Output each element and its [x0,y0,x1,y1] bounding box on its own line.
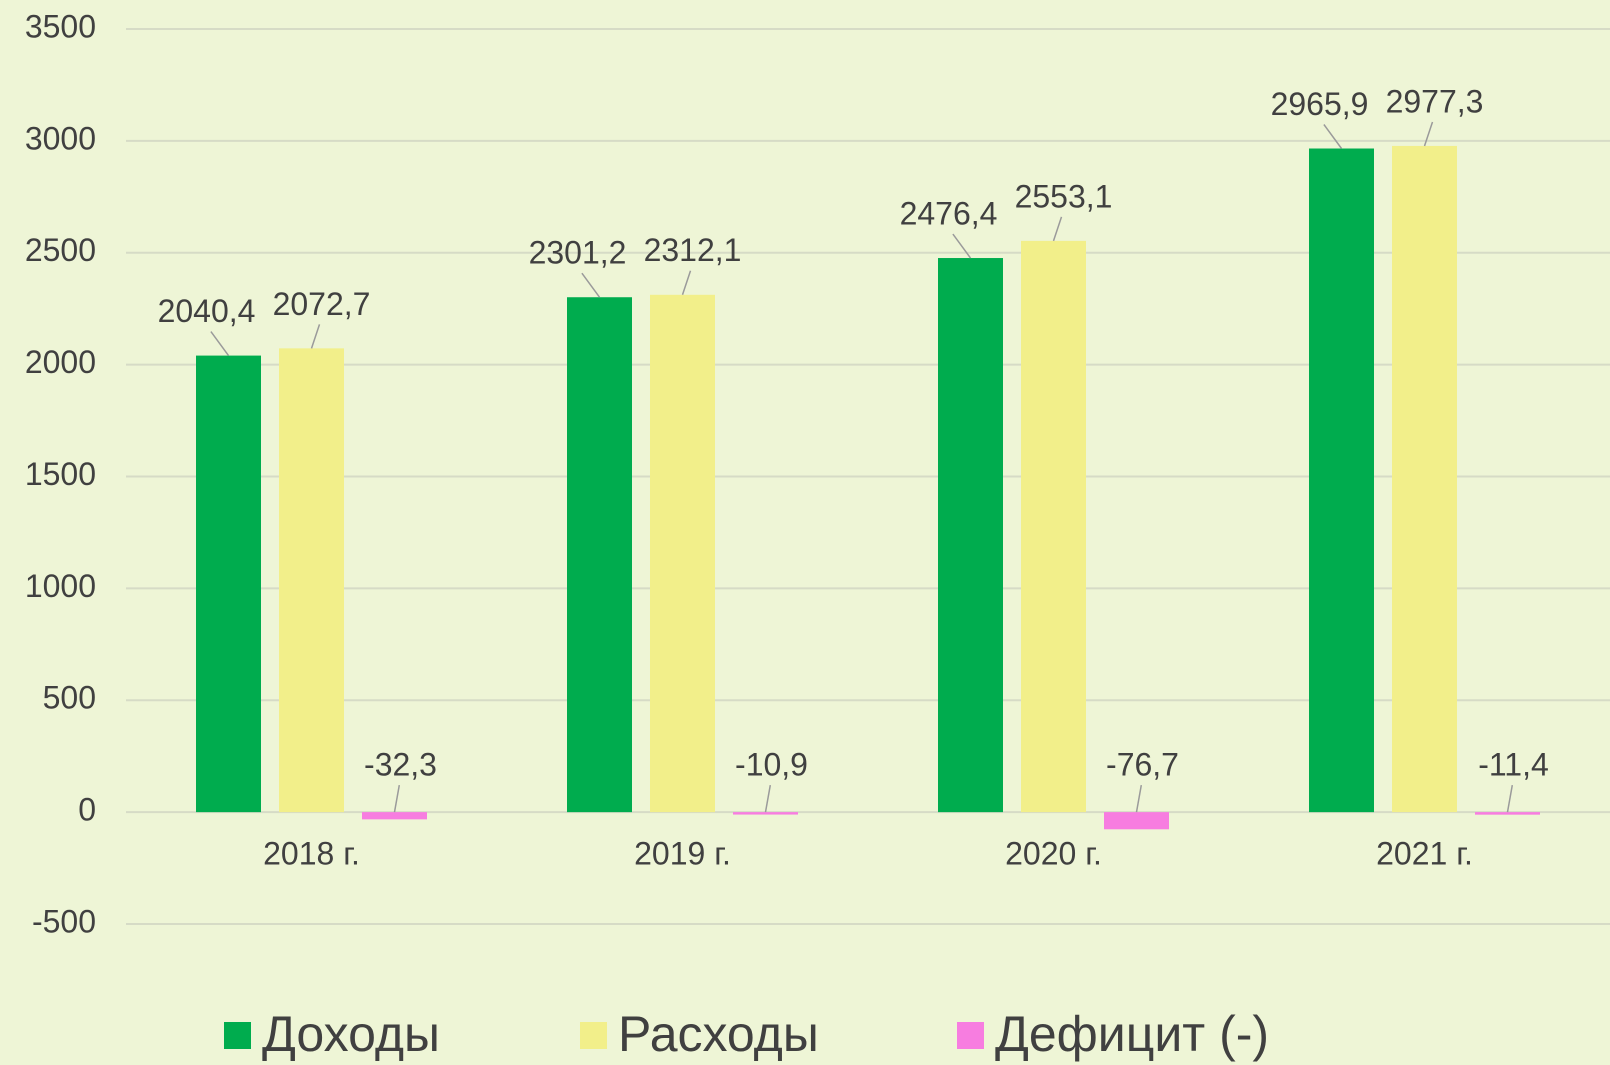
bar [938,258,1003,813]
leader-line [1135,784,1143,813]
value-label: 2072,7 [273,286,371,322]
bar [362,812,427,820]
leader-line [1423,121,1434,147]
y-tick-label: -500 [32,903,96,939]
value-label: 2476,4 [900,195,998,231]
value-label: 2965,9 [1271,86,1369,122]
leader-line [393,784,401,813]
leader-line [681,270,692,296]
x-tick-label: 2018 г. [263,836,360,872]
x-tick-label: 2019 г. [634,836,731,872]
leader-line [1506,784,1514,813]
y-tick-label: 500 [43,680,96,716]
value-label: 2553,1 [1015,178,1113,214]
value-label: -32,3 [364,747,437,783]
value-label: -76,7 [1106,747,1179,783]
bar [279,348,344,813]
bar [1392,145,1457,813]
value-label: 2977,3 [1386,83,1484,119]
bar [1021,240,1086,813]
legend-swatch [580,1022,607,1049]
y-tick-label: 3000 [25,120,96,156]
leader-line [952,233,972,259]
bar [1309,148,1374,813]
value-label: 2301,2 [529,235,627,271]
y-tick-label: 2000 [25,344,96,380]
legend-label: Расходы [618,1006,819,1062]
y-tick-label: 0 [78,792,96,828]
bar [733,812,798,815]
x-tick-label: 2021 г. [1376,836,1473,872]
y-tick-label: 1000 [25,568,96,604]
value-label: 2040,4 [158,293,256,329]
bar [1475,812,1540,815]
leader-line [1323,124,1343,149]
leader-line [1052,216,1063,242]
bar [567,297,632,813]
y-tick-label: 2500 [25,232,96,268]
bar [196,355,261,813]
bar [650,294,715,813]
leader-line [764,784,772,813]
legend-label: Дефицит (-) [995,1006,1269,1062]
leader-line [581,272,601,298]
legend-swatch [224,1022,251,1049]
value-label: -11,4 [1478,747,1549,783]
x-tick-label: 2020 г. [1005,836,1102,872]
leader-line [210,331,230,357]
legend-swatch [957,1022,984,1049]
value-label: 2312,1 [644,232,742,268]
legend-label: Доходы [262,1006,440,1062]
y-tick-label: 1500 [25,456,96,492]
value-label: -10,9 [735,747,808,783]
bar [1104,812,1169,830]
leader-line [310,324,321,349]
y-tick-label: 3500 [25,8,96,44]
